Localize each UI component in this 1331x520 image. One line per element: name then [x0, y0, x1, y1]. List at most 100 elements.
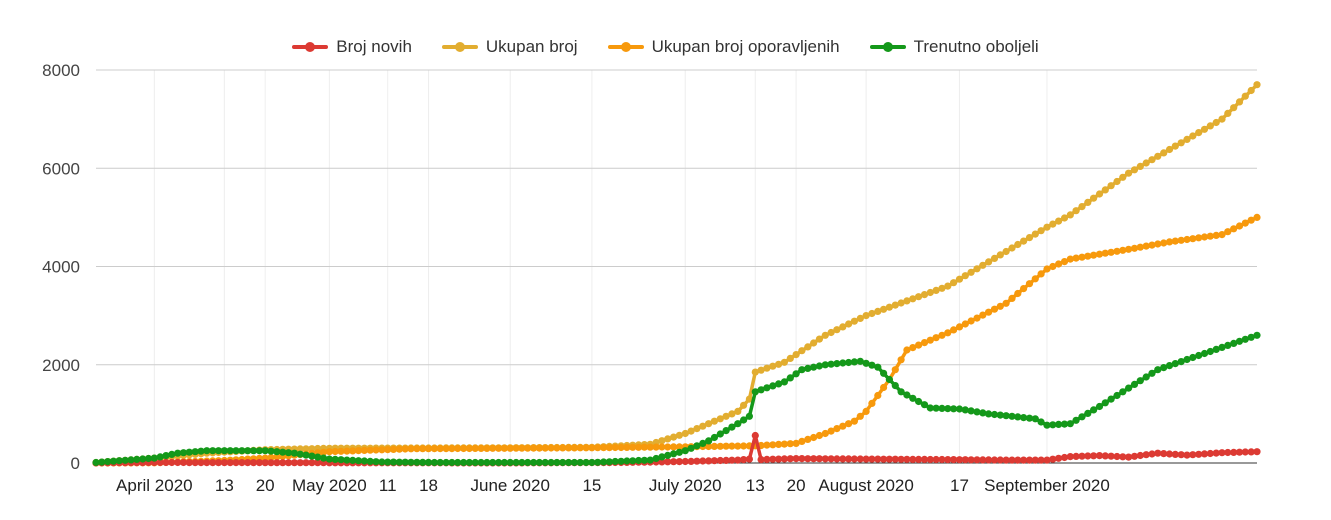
data-point[interactable] — [1212, 231, 1220, 239]
data-point[interactable] — [664, 451, 672, 459]
data-point[interactable] — [1025, 456, 1034, 464]
data-point[interactable] — [944, 329, 952, 337]
data-point[interactable] — [996, 251, 1004, 259]
data-point[interactable] — [448, 445, 456, 453]
data-point[interactable] — [1025, 280, 1034, 288]
data-point[interactable] — [477, 458, 485, 467]
data-point[interactable] — [938, 331, 946, 339]
data-point[interactable] — [1101, 249, 1109, 257]
data-point[interactable] — [600, 444, 608, 452]
data-point[interactable] — [716, 456, 724, 465]
data-point[interactable] — [343, 447, 351, 455]
data-point[interactable] — [985, 456, 993, 464]
data-point[interactable] — [757, 366, 765, 374]
data-point[interactable] — [891, 301, 899, 309]
legend-item-ukupan-broj-oporavljenih[interactable]: Ukupan broj oporavljenih — [607, 37, 840, 57]
data-point[interactable] — [938, 404, 946, 412]
data-point[interactable] — [629, 443, 637, 451]
data-point[interactable] — [839, 455, 847, 463]
data-point[interactable] — [757, 386, 765, 394]
data-point[interactable] — [349, 456, 357, 464]
data-point[interactable] — [1090, 194, 1098, 202]
data-point[interactable] — [1066, 420, 1074, 428]
data-point[interactable] — [710, 457, 719, 465]
data-point[interactable] — [897, 388, 905, 396]
data-point[interactable] — [226, 459, 234, 467]
data-point[interactable] — [1072, 416, 1080, 424]
data-point[interactable] — [1119, 173, 1127, 181]
data-point[interactable] — [646, 456, 654, 464]
data-point[interactable] — [249, 447, 258, 455]
data-point[interactable] — [378, 446, 386, 454]
data-point[interactable] — [559, 458, 567, 467]
data-point[interactable] — [635, 456, 643, 465]
data-point[interactable] — [255, 447, 263, 455]
data-point[interactable] — [1142, 373, 1150, 381]
data-point[interactable] — [594, 444, 602, 452]
data-point[interactable] — [728, 423, 736, 431]
data-point[interactable] — [1183, 235, 1191, 244]
data-point[interactable] — [885, 375, 894, 384]
data-point[interactable] — [541, 444, 549, 452]
data-point[interactable] — [471, 444, 479, 452]
data-point[interactable] — [360, 446, 368, 454]
data-point[interactable] — [1189, 353, 1197, 362]
data-point[interactable] — [1235, 98, 1244, 106]
data-point[interactable] — [500, 444, 508, 452]
data-point[interactable] — [1136, 243, 1144, 251]
data-point[interactable] — [1165, 362, 1174, 370]
data-point[interactable] — [1090, 251, 1098, 259]
data-point[interactable] — [1095, 402, 1104, 411]
data-point[interactable] — [845, 455, 853, 463]
data-point[interactable] — [903, 455, 911, 463]
data-point[interactable] — [296, 450, 304, 458]
data-point[interactable] — [979, 456, 987, 464]
data-point[interactable] — [98, 458, 106, 466]
data-point[interactable] — [1084, 252, 1092, 260]
data-point[interactable] — [897, 299, 905, 307]
data-point[interactable] — [839, 422, 847, 430]
data-point[interactable] — [1049, 421, 1057, 429]
data-point[interactable] — [915, 397, 923, 406]
data-point[interactable] — [1235, 337, 1244, 345]
data-point[interactable] — [751, 388, 759, 396]
data-point[interactable] — [1020, 237, 1028, 245]
data-point[interactable] — [424, 445, 433, 453]
data-point[interactable] — [1200, 349, 1209, 358]
data-point[interactable] — [1043, 265, 1051, 273]
data-point[interactable] — [874, 391, 882, 400]
data-point[interactable] — [839, 323, 847, 331]
data-point[interactable] — [576, 444, 584, 452]
data-point[interactable] — [623, 457, 631, 465]
data-point[interactable] — [384, 446, 392, 454]
data-point[interactable] — [1171, 142, 1179, 150]
data-point[interactable] — [1119, 388, 1127, 396]
data-point[interactable] — [874, 455, 882, 463]
data-point[interactable] — [979, 409, 987, 417]
data-point[interactable] — [1020, 285, 1028, 293]
data-point[interactable] — [705, 442, 713, 451]
data-point[interactable] — [1008, 456, 1016, 464]
data-point[interactable] — [967, 407, 975, 415]
data-point[interactable] — [284, 459, 293, 467]
data-point[interactable] — [979, 311, 987, 319]
data-point[interactable] — [465, 444, 473, 453]
data-point[interactable] — [699, 439, 707, 447]
data-point[interactable] — [1136, 451, 1144, 460]
data-point[interactable] — [629, 457, 637, 465]
data-point[interactable] — [810, 455, 818, 463]
data-point[interactable] — [810, 339, 818, 347]
data-point[interactable] — [617, 443, 625, 452]
data-point[interactable] — [716, 415, 724, 423]
data-point[interactable] — [985, 308, 993, 316]
data-point[interactable] — [722, 442, 730, 450]
data-point[interactable] — [897, 455, 905, 463]
data-point[interactable] — [395, 458, 403, 466]
data-point[interactable] — [442, 458, 450, 467]
data-point[interactable] — [1101, 186, 1109, 194]
data-point[interactable] — [600, 458, 608, 466]
data-point[interactable] — [1020, 414, 1028, 422]
data-point[interactable] — [862, 455, 870, 463]
data-point[interactable] — [185, 459, 193, 467]
data-point[interactable] — [909, 394, 917, 402]
